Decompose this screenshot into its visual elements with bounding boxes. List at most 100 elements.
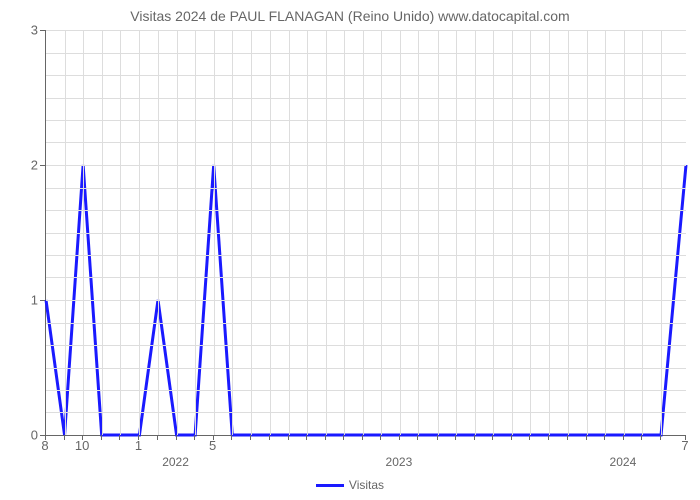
x-tick bbox=[641, 435, 642, 440]
x-tick bbox=[64, 435, 65, 440]
gridline-v bbox=[493, 30, 494, 435]
gridline-v bbox=[270, 30, 271, 435]
y-tick-label: 2 bbox=[8, 158, 38, 173]
gridline-v bbox=[530, 30, 531, 435]
gridline-h-minor bbox=[46, 53, 686, 54]
gridline-h-minor bbox=[46, 277, 686, 278]
x-tick bbox=[157, 435, 158, 440]
x-tick-label: 8 bbox=[41, 438, 48, 453]
gridline-v bbox=[326, 30, 327, 435]
gridline-v bbox=[214, 30, 215, 435]
x-tick bbox=[250, 435, 251, 440]
x-tick bbox=[45, 435, 46, 440]
gridline-v bbox=[642, 30, 643, 435]
x-tick bbox=[567, 435, 568, 440]
gridline-h bbox=[46, 165, 686, 166]
x-tick bbox=[306, 435, 307, 440]
gridline-v bbox=[139, 30, 140, 435]
gridline-h-minor bbox=[46, 210, 686, 211]
gridline-v bbox=[83, 30, 84, 435]
gridline-h-minor bbox=[46, 188, 686, 189]
gridline-h-minor bbox=[46, 390, 686, 391]
gridline-v bbox=[438, 30, 439, 435]
legend-swatch bbox=[316, 484, 344, 487]
x-tick bbox=[380, 435, 381, 440]
x-tick bbox=[529, 435, 530, 440]
gridline-h-minor bbox=[46, 98, 686, 99]
x-tick bbox=[455, 435, 456, 440]
x-tick bbox=[492, 435, 493, 440]
x-tick bbox=[343, 435, 344, 440]
x-tick bbox=[325, 435, 326, 440]
gridline-v bbox=[344, 30, 345, 435]
x-year-label: 2024 bbox=[610, 455, 637, 469]
x-year-label: 2023 bbox=[386, 455, 413, 469]
x-tick bbox=[548, 435, 549, 440]
gridline-h-minor bbox=[46, 412, 686, 413]
x-year-label: 2022 bbox=[162, 455, 189, 469]
gridline-v bbox=[661, 30, 662, 435]
gridline-h-minor bbox=[46, 142, 686, 143]
x-tick bbox=[685, 435, 686, 440]
x-tick bbox=[660, 435, 661, 440]
x-tick bbox=[138, 435, 139, 440]
gridline-v bbox=[289, 30, 290, 435]
gridline-v bbox=[568, 30, 569, 435]
x-tick bbox=[213, 435, 214, 440]
line-chart: Visitas 2024 de PAUL FLANAGAN (Reino Uni… bbox=[0, 0, 700, 500]
x-tick bbox=[586, 435, 587, 440]
gridline-v bbox=[195, 30, 196, 435]
gridline-v bbox=[587, 30, 588, 435]
y-tick-label: 1 bbox=[8, 293, 38, 308]
x-tick bbox=[417, 435, 418, 440]
y-tick-label: 0 bbox=[8, 428, 38, 443]
x-tick bbox=[176, 435, 177, 440]
gridline-h bbox=[46, 300, 686, 301]
gridline-h-minor bbox=[46, 368, 686, 369]
chart-title: Visitas 2024 de PAUL FLANAGAN (Reino Uni… bbox=[0, 8, 700, 24]
gridline-v bbox=[102, 30, 103, 435]
y-tick bbox=[40, 300, 45, 301]
y-tick-label: 3 bbox=[8, 23, 38, 38]
gridline-v bbox=[307, 30, 308, 435]
gridline-v bbox=[158, 30, 159, 435]
x-tick bbox=[474, 435, 475, 440]
x-tick bbox=[269, 435, 270, 440]
gridline-v bbox=[418, 30, 419, 435]
gridline-v bbox=[475, 30, 476, 435]
y-tick bbox=[40, 30, 45, 31]
x-tick bbox=[288, 435, 289, 440]
gridline-v bbox=[400, 30, 401, 435]
x-tick bbox=[362, 435, 363, 440]
x-tick bbox=[623, 435, 624, 440]
x-tick bbox=[82, 435, 83, 440]
x-tick-label: 1 bbox=[135, 438, 142, 453]
x-tick bbox=[511, 435, 512, 440]
x-tick bbox=[101, 435, 102, 440]
gridline-v bbox=[65, 30, 66, 435]
legend-label: Visitas bbox=[349, 478, 384, 492]
gridline-v bbox=[512, 30, 513, 435]
gridline-v bbox=[605, 30, 606, 435]
plot-area bbox=[45, 30, 686, 436]
gridline-h-minor bbox=[46, 255, 686, 256]
gridline-v bbox=[120, 30, 121, 435]
x-tick bbox=[119, 435, 120, 440]
gridline-h-minor bbox=[46, 345, 686, 346]
gridline-h bbox=[46, 30, 686, 31]
x-tick bbox=[604, 435, 605, 440]
gridline-v bbox=[456, 30, 457, 435]
gridline-v bbox=[381, 30, 382, 435]
gridline-h-minor bbox=[46, 120, 686, 121]
x-tick-label: 7 bbox=[681, 438, 688, 453]
x-tick bbox=[231, 435, 232, 440]
x-tick-label: 10 bbox=[75, 438, 89, 453]
gridline-v bbox=[251, 30, 252, 435]
gridline-v bbox=[232, 30, 233, 435]
gridline-v bbox=[549, 30, 550, 435]
gridline-h-minor bbox=[46, 233, 686, 234]
gridline-v bbox=[624, 30, 625, 435]
gridline-h-minor bbox=[46, 75, 686, 76]
x-tick-label: 5 bbox=[209, 438, 216, 453]
x-tick bbox=[437, 435, 438, 440]
